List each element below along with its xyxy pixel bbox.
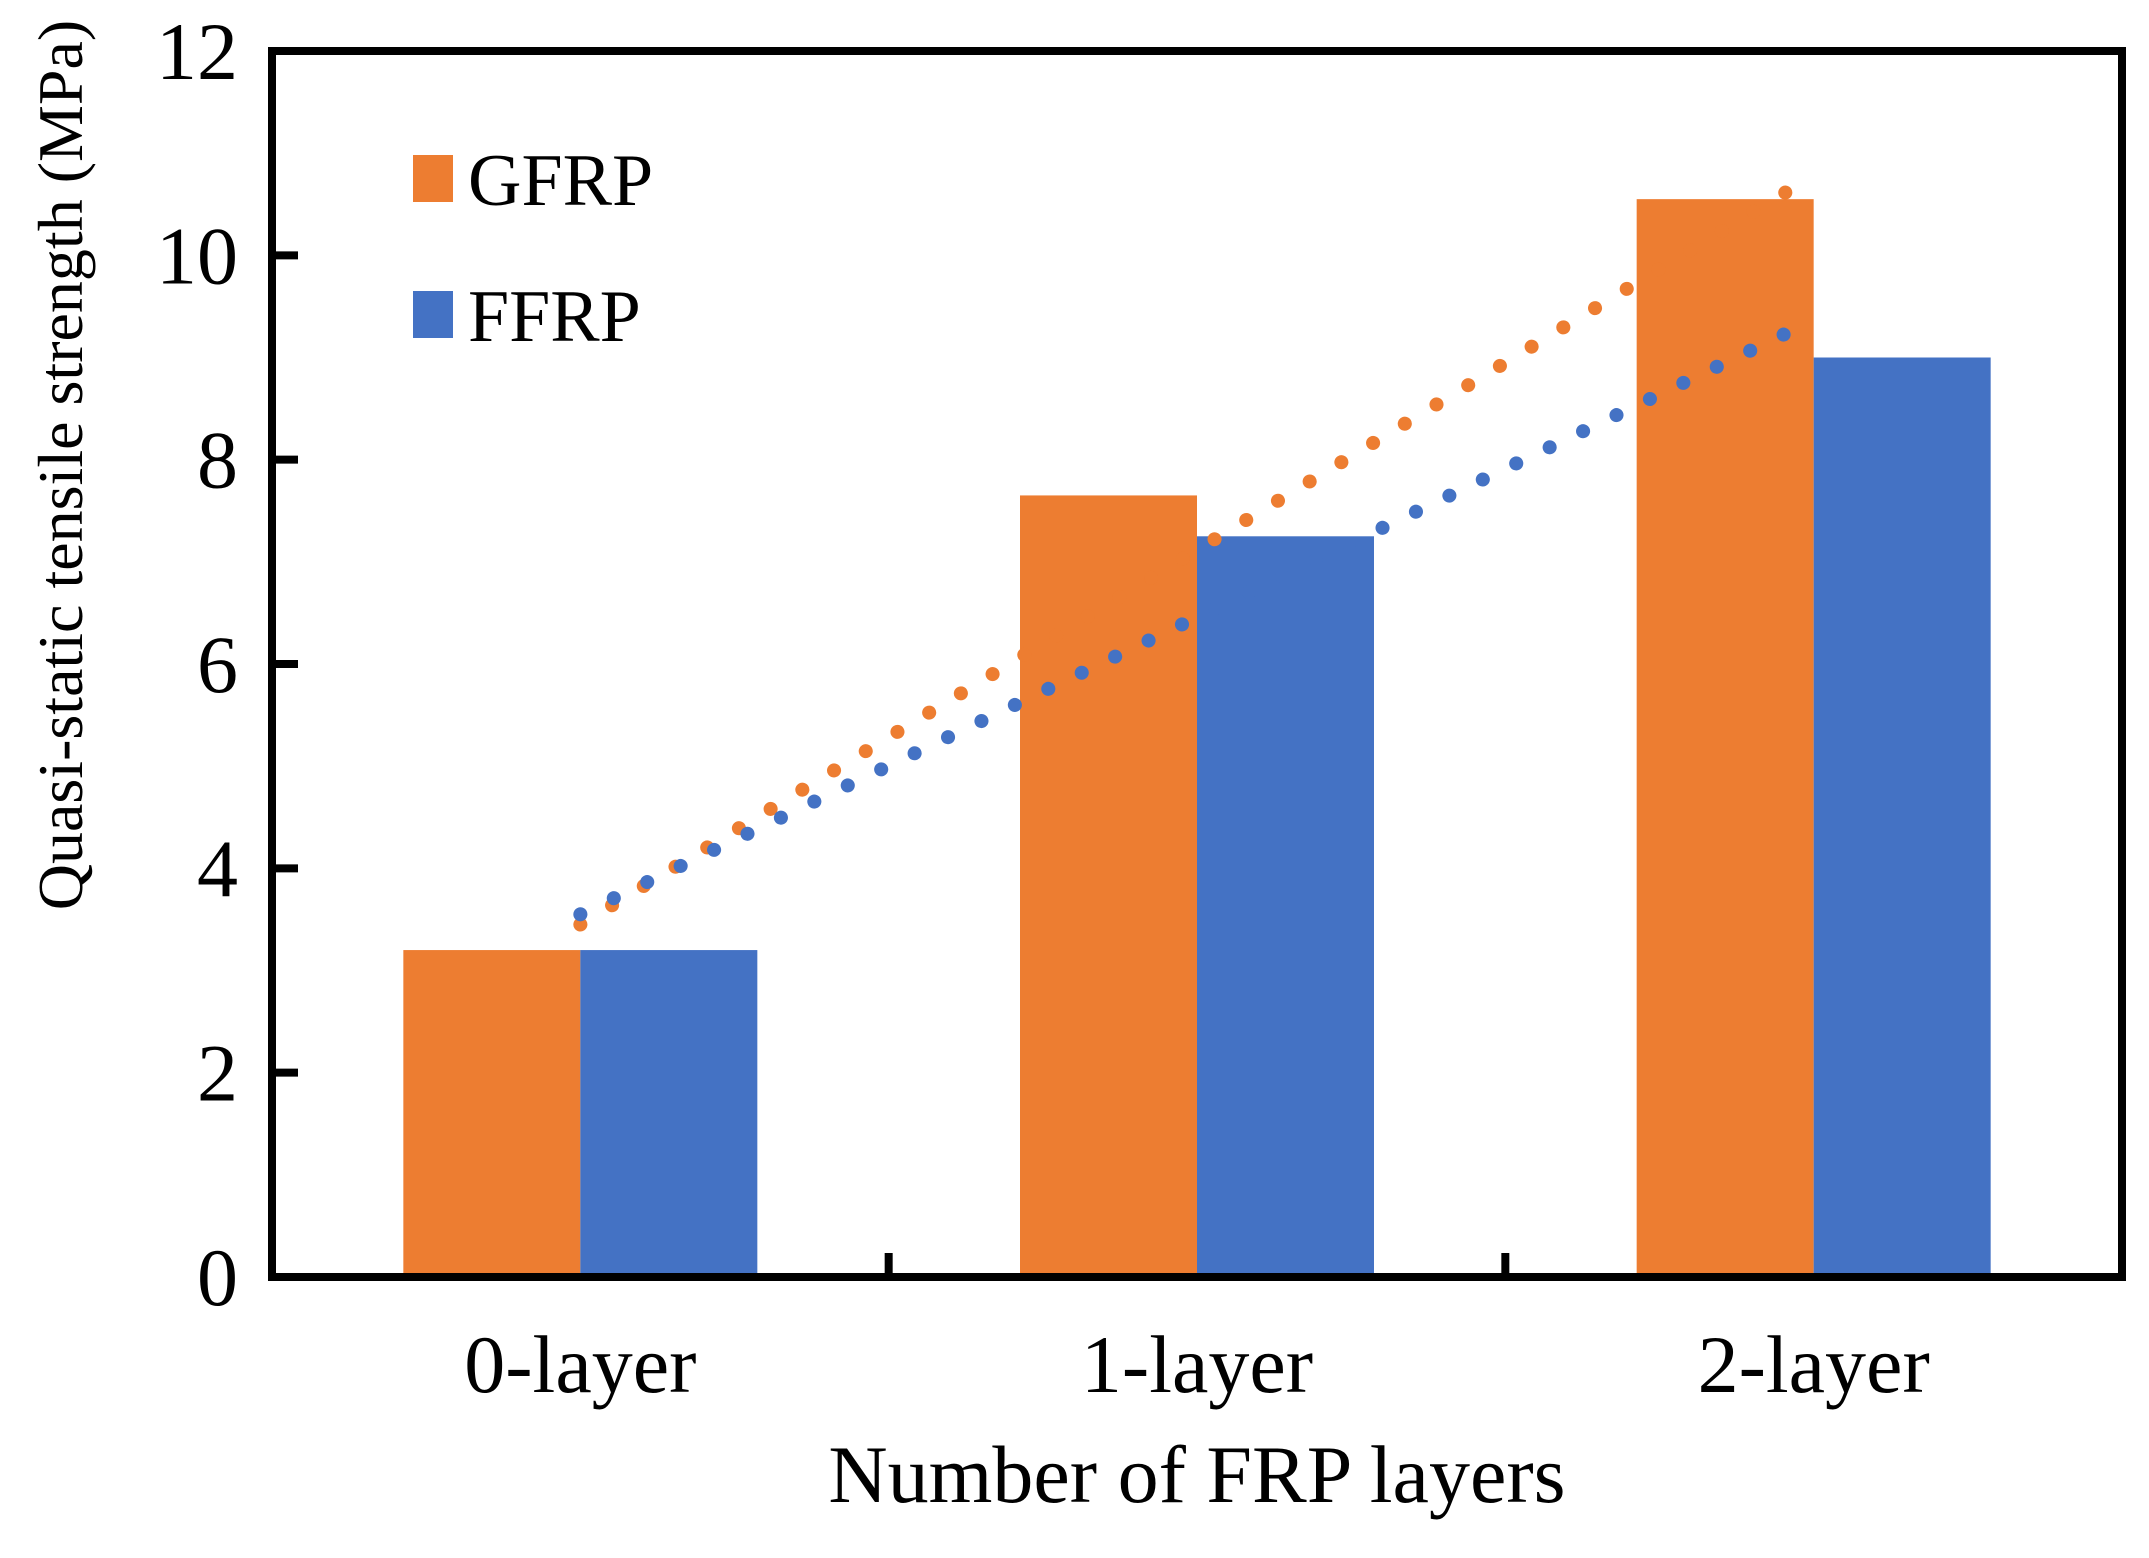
trendlines-group	[573, 176, 1807, 932]
trendline-gfrp	[573, 176, 1807, 932]
y-tick-label-12: 12	[156, 6, 238, 97]
legend-label-ffrp: FFRP	[468, 276, 641, 358]
x-category-labels: 0-layer 1-layer 2-layer	[464, 1319, 1930, 1410]
y-axis-title: Quasi-static tensile strength (MPa)	[25, 20, 96, 910]
legend-item-gfrp: GFRP	[413, 140, 653, 222]
legend-label-gfrp: GFRP	[468, 140, 653, 222]
y-tick-label-10: 10	[156, 210, 238, 301]
trendline-ffrp	[573, 319, 1807, 922]
legend: GFRP FFRP	[413, 140, 653, 358]
bar-gfrp-2-layer	[1636, 199, 1814, 1282]
x-axis-title: Number of FRP layers	[828, 1429, 1565, 1520]
legend-swatch-ffrp	[413, 291, 453, 338]
y-tick-labels: 0 2 4 6 8 10 12	[156, 6, 238, 1323]
bar-gfrp-0-layer	[403, 950, 581, 1281]
bar-ffrp-2-layer	[1813, 357, 1991, 1281]
bar-ffrp-1-layer	[1197, 536, 1374, 1281]
bar-gfrp-1-layer	[1020, 495, 1197, 1281]
y-tick-label-0: 0	[197, 1232, 238, 1323]
x-category-label-2-layer: 2-layer	[1698, 1319, 1930, 1410]
y-tick-label-2: 2	[197, 1028, 238, 1119]
y-axis-ticks	[272, 251, 298, 1077]
x-category-label-0-layer: 0-layer	[464, 1319, 696, 1410]
legend-swatch-gfrp	[413, 155, 453, 202]
legend-item-ffrp: FFRP	[413, 276, 641, 358]
x-axis-ticks	[884, 1253, 1510, 1277]
bar-series-group	[403, 199, 1991, 1282]
y-tick-label-8: 8	[197, 415, 238, 506]
bar-ffrp-0-layer	[580, 950, 758, 1281]
y-tick-label-6: 6	[197, 619, 238, 710]
x-category-label-1-layer: 1-layer	[1081, 1319, 1313, 1410]
y-tick-label-4: 4	[197, 823, 238, 914]
